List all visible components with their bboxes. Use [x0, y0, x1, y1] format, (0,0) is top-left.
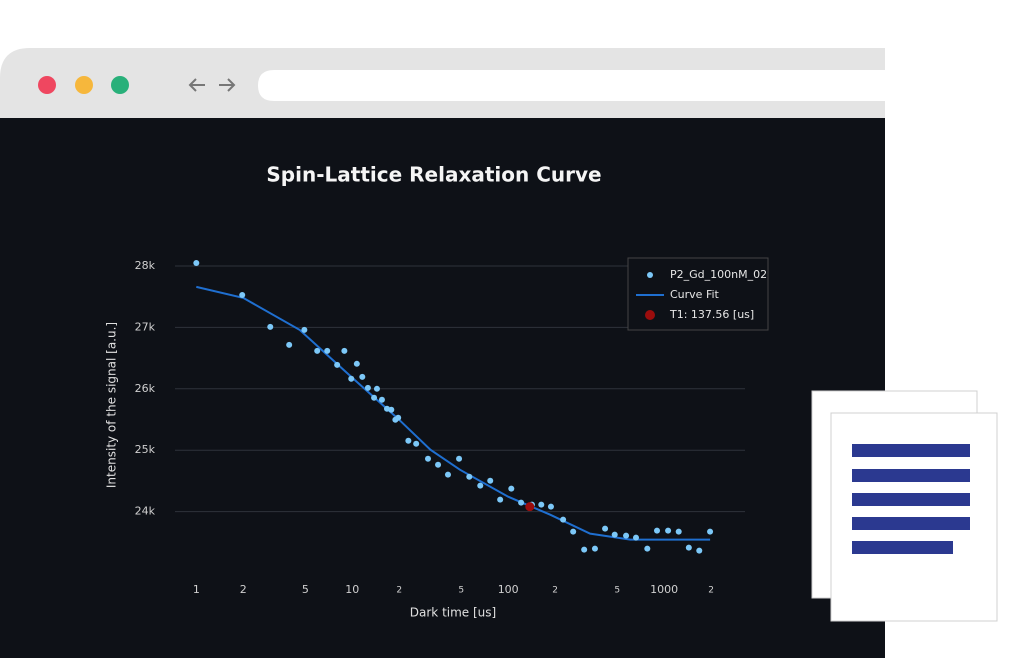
x-tick-label: 5 [614, 586, 620, 596]
y-tick-label: 26k [135, 382, 156, 395]
data-point [348, 375, 355, 382]
x-tick-label: 100 [498, 583, 519, 596]
data-point [525, 502, 535, 512]
data-point [570, 528, 577, 535]
x-tick-label: 2 [240, 583, 247, 596]
back-button[interactable] [188, 78, 205, 92]
legend-swatch [645, 310, 655, 320]
data-point [581, 546, 588, 553]
data-point [364, 384, 371, 391]
y-tick-label: 25k [135, 443, 156, 456]
data-point [395, 414, 402, 421]
x-tick-label: 5 [458, 586, 464, 596]
data-point [685, 544, 692, 551]
data-point [508, 485, 515, 492]
data-point [314, 347, 321, 354]
data-point [267, 323, 274, 330]
data-point [654, 527, 661, 534]
legend-swatch [647, 272, 653, 278]
data-point [547, 503, 554, 510]
data-point [425, 455, 432, 462]
data-point [456, 455, 463, 462]
fit-line [196, 285, 711, 541]
data-point [388, 406, 395, 413]
data-point [477, 482, 484, 489]
data-point [286, 341, 293, 348]
x-axis-label: Dark time [us] [410, 606, 496, 620]
chart: Spin-Lattice Relaxation Curve Dark time … [105, 163, 769, 620]
data-point [675, 528, 682, 535]
data-point [591, 545, 598, 552]
x-tick-label: 2 [708, 586, 714, 596]
x-tick-label: 5 [302, 583, 309, 596]
data-point [239, 291, 246, 298]
data-point [696, 547, 703, 554]
document-line [852, 541, 953, 554]
data-point [665, 527, 672, 534]
document-line [852, 469, 970, 482]
data-point [518, 499, 525, 506]
data-point [611, 531, 618, 538]
address-bar[interactable] [258, 70, 885, 101]
y-tick-label: 27k [135, 320, 156, 333]
x-tick-label: 10 [345, 583, 359, 596]
maximize-button[interactable] [111, 76, 129, 94]
data-point [487, 477, 494, 484]
data-point [644, 545, 651, 552]
data-point [633, 534, 640, 541]
x-tick-label: 1 [193, 583, 200, 596]
data-point [560, 516, 567, 523]
data-point [538, 501, 545, 508]
data-point [359, 373, 366, 380]
data-point [405, 437, 412, 444]
x-tick-label: 2 [396, 586, 402, 596]
data-point [602, 525, 609, 532]
legend-label: T1: 137.56 [us] [669, 308, 754, 321]
data-point [353, 360, 360, 367]
data-point [193, 259, 200, 266]
x-tick-label: 1000 [650, 583, 678, 596]
data-point [371, 394, 378, 401]
data-point [623, 532, 630, 539]
chart-title: Spin-Lattice Relaxation Curve [266, 163, 601, 187]
data-point [301, 326, 308, 333]
x-tick-label: 2 [552, 586, 558, 596]
data-point [444, 471, 451, 478]
document-line [852, 517, 970, 530]
data-point [413, 440, 420, 447]
data-point [378, 396, 385, 403]
minimize-button[interactable] [75, 76, 93, 94]
close-button[interactable] [38, 76, 56, 94]
data-point [497, 496, 504, 503]
data-point [435, 461, 442, 468]
legend-label: P2_Gd_100nM_02 [670, 268, 767, 281]
data-point [707, 528, 714, 535]
data-point [324, 347, 331, 354]
app-area [0, 118, 885, 658]
y-tick-label: 24k [135, 505, 156, 518]
data-point [334, 361, 341, 368]
document-line [852, 493, 970, 506]
y-tick-label: 28k [135, 259, 156, 272]
data-point [373, 385, 380, 392]
data-point [466, 473, 473, 480]
legend-label: Curve Fit [670, 288, 720, 301]
document-line [852, 444, 970, 457]
data-point [341, 347, 348, 354]
y-axis-label: Intensity of the signal [a.u.] [105, 322, 119, 488]
forward-button[interactable] [219, 78, 236, 92]
